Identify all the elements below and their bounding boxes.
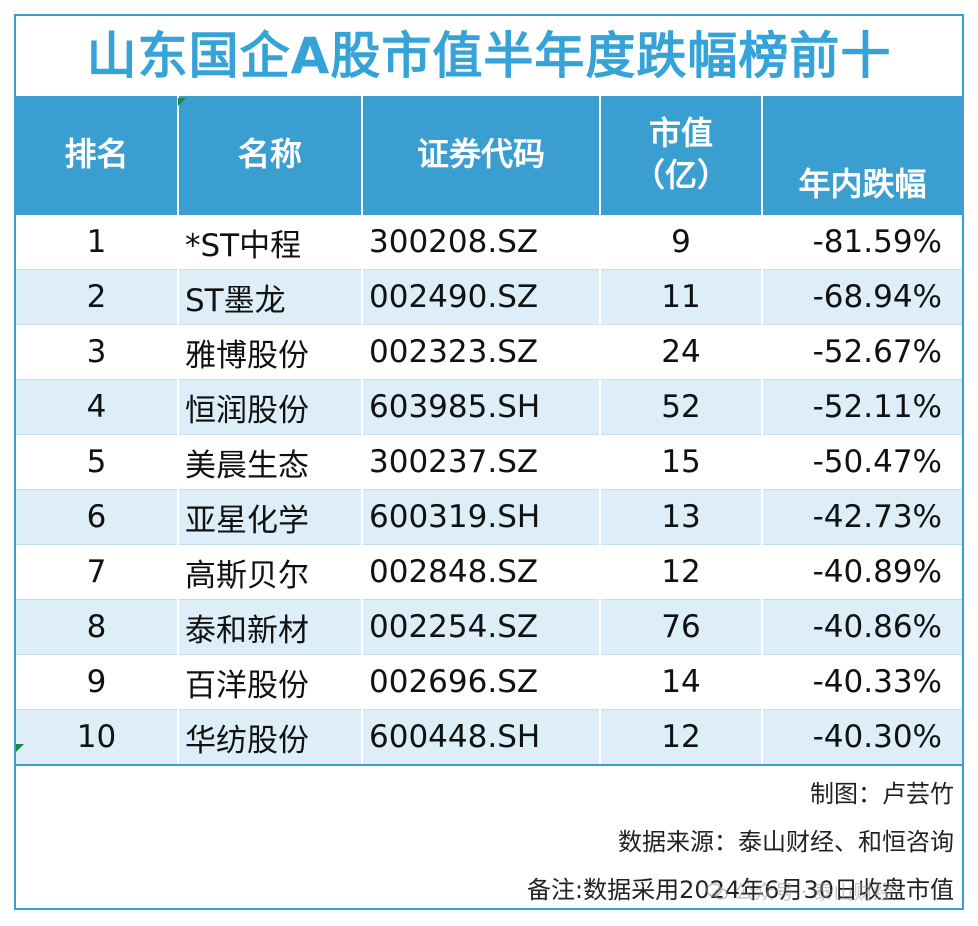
ranking-table-card: 山东国企A股市值半年度跌幅榜前十 排名 名称 证券代码 市值 （亿） 年内跌幅 … (14, 14, 964, 910)
cell-market-cap: 76 (599, 599, 763, 655)
header-name: 名称 (177, 96, 363, 215)
cell-market-cap: 12 (599, 544, 763, 600)
cell-rank: 2 (16, 269, 179, 325)
cell-name: *ST中程 (177, 214, 363, 270)
cell-corner-marker-icon (16, 744, 24, 752)
cell-market-cap: 15 (599, 434, 763, 490)
header-change: 年内跌幅 (761, 96, 962, 215)
table-row: 8 泰和新材 002254.SZ 76 -40.86% (16, 599, 962, 655)
footnotes: 制图：卢芸竹 数据来源：泰山财经、和恒咨询 备注:数据采用2024年6月30日收… (527, 770, 954, 914)
cell-name: 高斯贝尔 (177, 544, 363, 600)
data-source-note: 数据来源：泰山财经、和恒咨询 (618, 828, 954, 856)
cell-rank: 7 (16, 544, 179, 600)
cell-name: 百洋股份 (177, 654, 363, 710)
cell-change: -52.67% (761, 324, 962, 380)
cell-change: -81.59% (761, 214, 962, 270)
cell-market-cap: 9 (599, 214, 763, 270)
table-row: 9 百洋股份 002696.SZ 14 -40.33% (16, 654, 962, 710)
cell-name: 泰和新材 (177, 599, 363, 655)
header-market-cap: 市值 （亿） (599, 96, 763, 215)
chart-maker-note: 制图：卢芸竹 (810, 780, 954, 808)
watermark-text: 公众号 · 泰山财经 (734, 880, 894, 904)
header-market-cap-line2: （亿） (632, 156, 729, 194)
remark-note: 备注:数据采用2024年6月30日收盘市值 (527, 876, 954, 904)
header-code: 证券代码 (361, 96, 601, 215)
cell-market-cap: 12 (599, 709, 763, 766)
cell-market-cap: 13 (599, 489, 763, 545)
cell-code: 300237.SZ (361, 434, 601, 490)
ranking-table: 排名 名称 证券代码 市值 （亿） 年内跌幅 1 *ST中程 300208.SZ… (16, 96, 962, 766)
cell-market-cap: 11 (599, 269, 763, 325)
cell-name: 恒润股份 (177, 379, 363, 435)
cell-code: 002490.SZ (361, 269, 601, 325)
table-title: 山东国企A股市值半年度跌幅榜前十 (86, 27, 892, 85)
cell-change: -40.89% (761, 544, 962, 600)
cell-rank: 9 (16, 654, 179, 710)
cell-code: 600319.SH (361, 489, 601, 545)
cell-code: 002696.SZ (361, 654, 601, 710)
cell-rank: 4 (16, 379, 179, 435)
table-row: 2 ST墨龙 002490.SZ 11 -68.94% (16, 269, 962, 325)
cell-rank: 5 (16, 434, 179, 490)
watermark: 公众号 · 泰山财经 (706, 876, 893, 905)
cell-corner-marker-icon (178, 98, 186, 106)
table-row: 6 亚星化学 600319.SH 13 -42.73% (16, 489, 962, 545)
cell-change: -40.86% (761, 599, 962, 655)
cell-rank: 6 (16, 489, 179, 545)
cell-rank: 8 (16, 599, 179, 655)
cell-change: -40.30% (761, 709, 962, 766)
cell-code: 002848.SZ (361, 544, 601, 600)
cell-name: 美晨生态 (177, 434, 363, 490)
cell-name: 雅博股份 (177, 324, 363, 380)
cell-name: ST墨龙 (177, 269, 363, 325)
table-row: 1 *ST中程 300208.SZ 9 -81.59% (16, 214, 962, 270)
table-row: 10 华纺股份 600448.SH 12 -40.30% (16, 709, 962, 766)
cell-code: 600448.SH (361, 709, 601, 766)
cell-rank: 10 (16, 709, 179, 766)
cell-change: -68.94% (761, 269, 962, 325)
header-rank: 排名 (16, 96, 179, 215)
cell-market-cap: 52 (599, 379, 763, 435)
header-market-cap-line1: 市值 (648, 114, 713, 153)
header-row: 排名 名称 证券代码 市值 （亿） 年内跌幅 (16, 96, 962, 215)
table-row: 3 雅博股份 002323.SZ 24 -52.67% (16, 324, 962, 380)
cell-market-cap: 24 (599, 324, 763, 380)
cell-change: -40.33% (761, 654, 962, 710)
table-row: 7 高斯贝尔 002848.SZ 12 -40.89% (16, 544, 962, 600)
cell-market-cap: 14 (599, 654, 763, 710)
cell-code: 603985.SH (361, 379, 601, 435)
cell-code: 002323.SZ (361, 324, 601, 380)
cell-name: 华纺股份 (177, 709, 363, 766)
cell-rank: 3 (16, 324, 179, 380)
table-row: 5 美晨生态 300237.SZ 15 -50.47% (16, 434, 962, 490)
cell-change: -50.47% (761, 434, 962, 490)
wechat-icon (706, 883, 728, 900)
cell-change: -52.11% (761, 379, 962, 435)
cell-name: 亚星化学 (177, 489, 363, 545)
cell-code: 300208.SZ (361, 214, 601, 270)
cell-change: -42.73% (761, 489, 962, 545)
table-row: 4 恒润股份 603985.SH 52 -52.11% (16, 379, 962, 435)
cell-code: 002254.SZ (361, 599, 601, 655)
cell-rank: 1 (16, 214, 179, 270)
